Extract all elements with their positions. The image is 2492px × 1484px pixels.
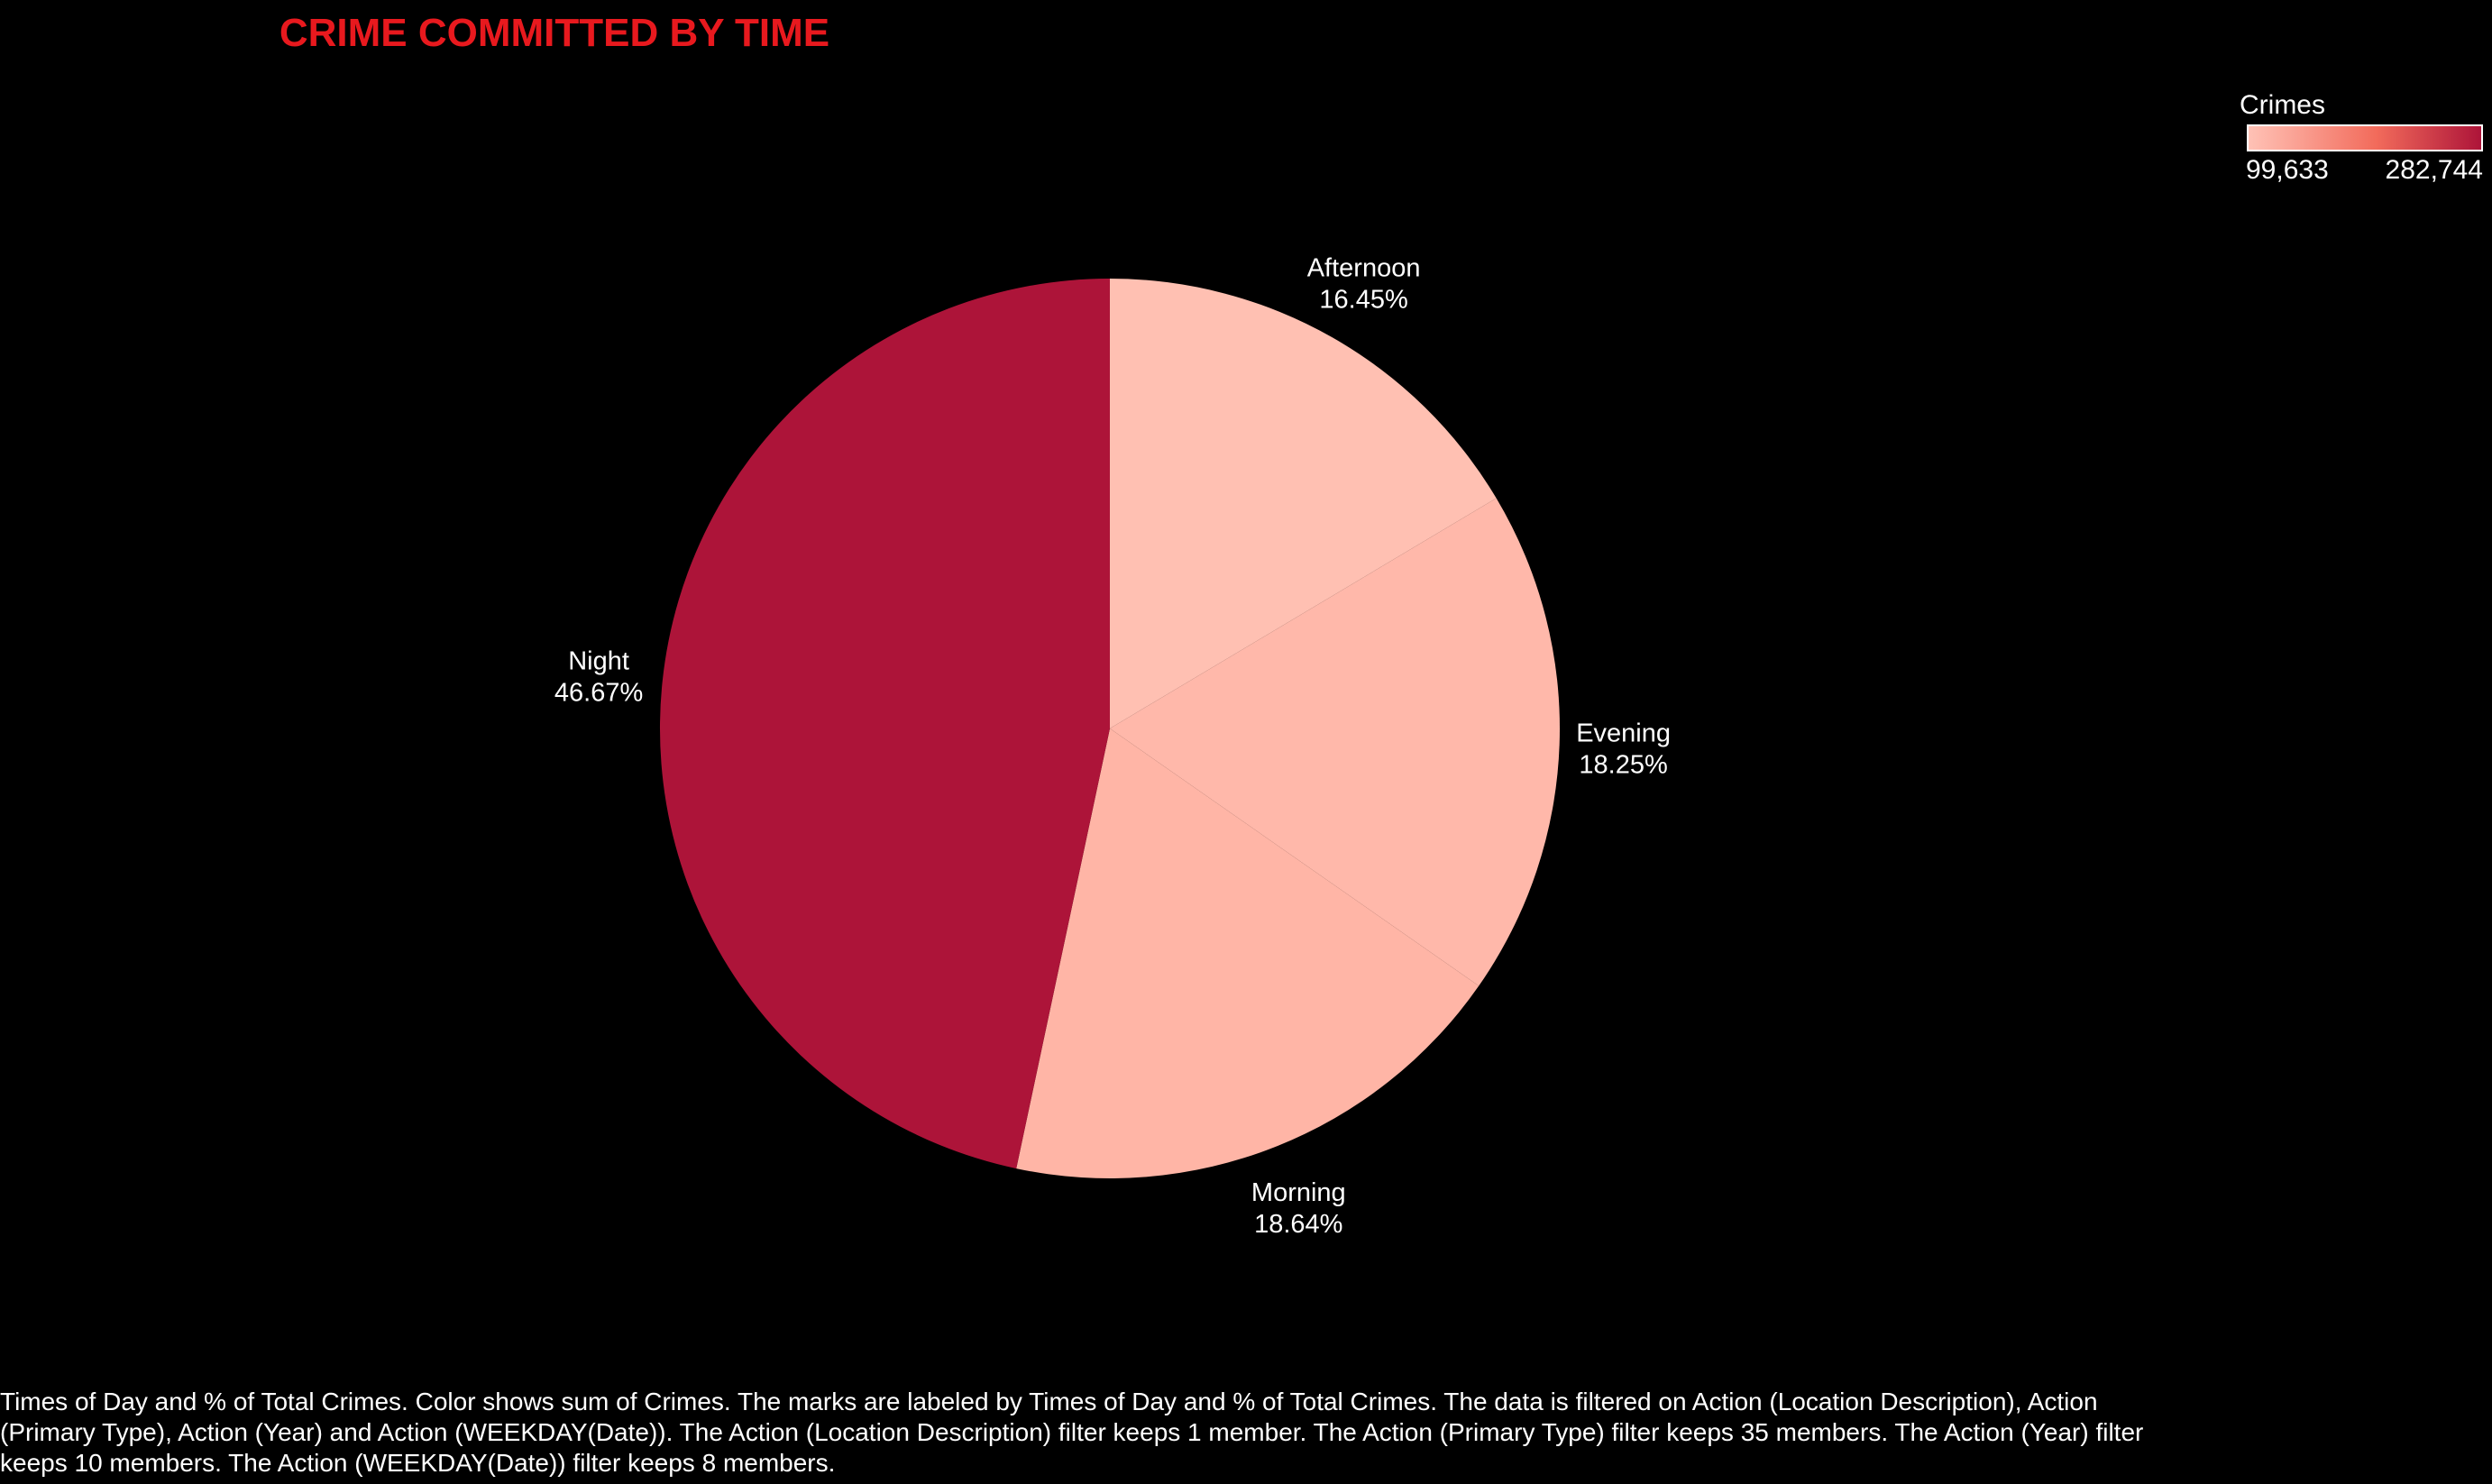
pie-label-percent: 46.67% <box>554 678 643 707</box>
legend-title: Crimes <box>2240 90 2325 120</box>
pie-label-category: Evening <box>1576 719 1671 748</box>
pie-label-evening: Evening 18.25% <box>1576 719 1671 780</box>
pie-slice-evening[interactable] <box>1110 498 1560 986</box>
legend-max-label: 282,744 <box>2385 155 2483 185</box>
pie-slice-morning[interactable] <box>1016 728 1480 1179</box>
pie-label-percent: 18.25% <box>1579 751 1667 780</box>
pie-slices <box>659 279 1560 1179</box>
chart-caption: Times of Day and % of Total Crimes. Colo… <box>0 1388 2144 1477</box>
pie-slice-night[interactable] <box>659 279 1110 1169</box>
chart-title: CRIME COMMITTED BY TIME <box>279 11 830 55</box>
pie-label-morning: Morning 18.64% <box>1251 1178 1346 1239</box>
pie-label-category: Afternoon <box>1307 253 1421 282</box>
color-legend: Crimes 99,633 282,744 <box>2240 90 2483 189</box>
pie-label-afternoon: Afternoon 16.45% <box>1307 253 1421 314</box>
pie-slice-afternoon[interactable] <box>1110 279 1497 728</box>
pie-label-night: Night 46.67% <box>554 646 643 707</box>
pie-label-percent: 18.64% <box>1254 1210 1342 1239</box>
pie-label-percent: 16.45% <box>1319 285 1407 314</box>
legend-min-label: 99,633 <box>2246 155 2329 185</box>
legend-color-ramp <box>2247 124 2483 151</box>
pie-labels: Afternoon 16.45% Evening 18.25% Morning 18.64… <box>554 253 1671 1239</box>
pie-label-category: Morning <box>1251 1178 1346 1207</box>
pie-label-category: Night <box>568 646 629 675</box>
